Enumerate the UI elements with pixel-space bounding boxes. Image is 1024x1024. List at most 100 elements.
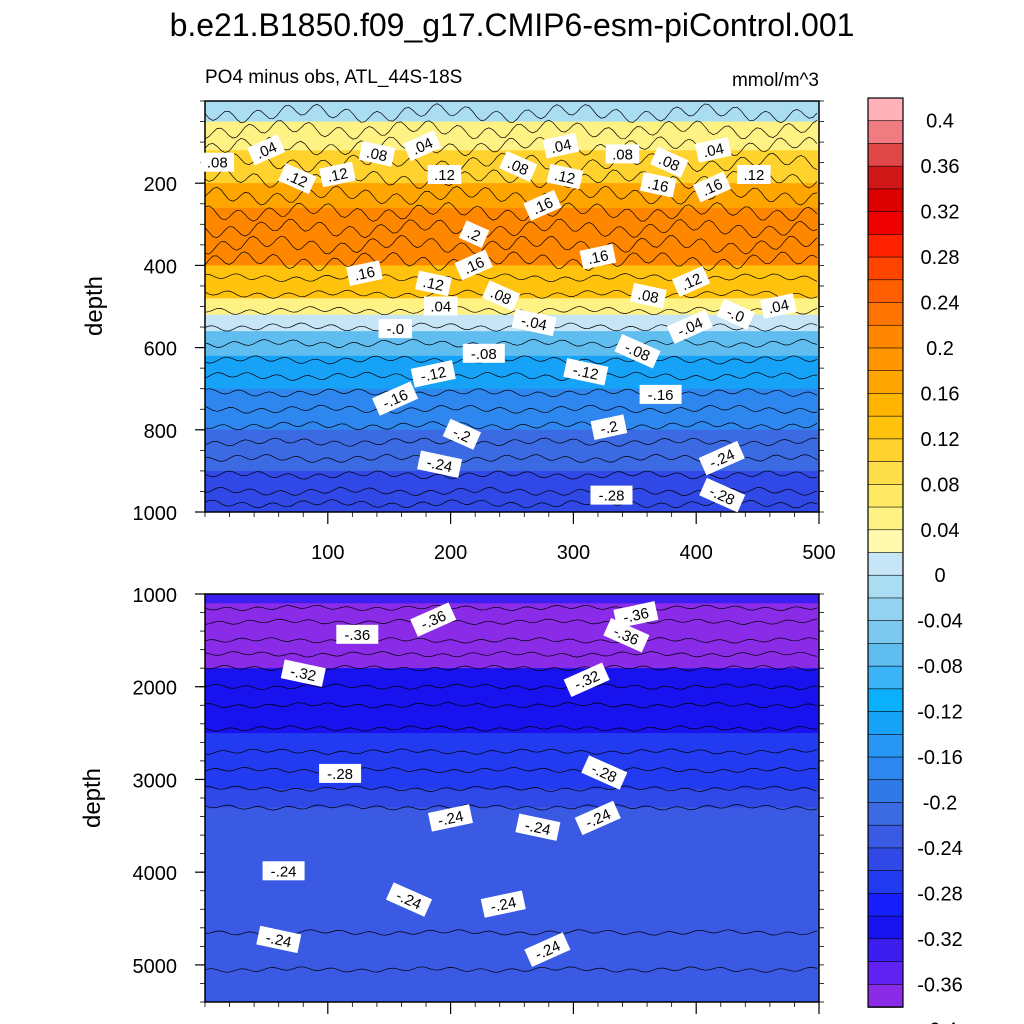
contour-fill-band xyxy=(205,788,819,809)
contour-line xyxy=(205,966,818,973)
contour-label-box xyxy=(614,334,661,369)
contour-label-box xyxy=(458,220,490,248)
contour-label-box xyxy=(410,360,456,388)
colorbar-swatch xyxy=(867,188,904,213)
colorbar-swatch xyxy=(867,756,904,781)
contour-label: .12 xyxy=(427,165,462,184)
contour-label: .12 xyxy=(319,161,356,188)
contour-label: -.24 xyxy=(515,813,561,841)
colorbar-label: -0.2 xyxy=(923,792,957,814)
contour-label-box xyxy=(415,270,452,297)
contour-label: -.16 xyxy=(639,384,682,404)
contour-label-box xyxy=(546,163,584,190)
contour-label-box xyxy=(639,384,682,404)
contour-line xyxy=(205,355,818,365)
contour-label: -.24 xyxy=(256,925,302,954)
colorbar-swatch xyxy=(867,165,904,190)
colorbar-label: -0.04 xyxy=(917,611,963,633)
x-tick-label: 300 xyxy=(557,542,590,564)
contour-label-box xyxy=(372,381,419,416)
colorbar-swatch xyxy=(867,552,904,577)
colorbar-label: 0 xyxy=(934,565,945,587)
contour-label-box xyxy=(454,249,493,281)
upper-subtitle-right: mmol/m^3 xyxy=(732,70,819,91)
colorbar-swatch xyxy=(867,143,904,167)
colorbar-label: -0.16 xyxy=(917,747,963,769)
contour-fill-band xyxy=(205,207,819,267)
contour-label-box xyxy=(480,890,526,918)
contour-line xyxy=(205,404,818,414)
contour-label-text: -.24 xyxy=(489,894,518,916)
contour-line xyxy=(205,235,818,255)
contour-label-text: .08 xyxy=(636,286,660,307)
contour-label: -.36 xyxy=(410,602,457,637)
contour-line xyxy=(205,637,818,644)
contour-line xyxy=(205,618,818,625)
contour-label: .08 xyxy=(605,144,640,164)
contour-label-text: -.24 xyxy=(425,454,454,476)
contour-label-text: .08 xyxy=(207,155,228,172)
contour-line xyxy=(205,785,818,792)
contour-label-box xyxy=(603,618,650,653)
y-tick-label: 1000 xyxy=(133,585,178,607)
contour-label: -.24 xyxy=(262,861,305,881)
y-tick-label: 1000 xyxy=(133,503,178,525)
colorbar-swatch xyxy=(867,302,904,327)
contour-label-box xyxy=(417,450,463,478)
colorbar-swatch xyxy=(867,915,904,940)
colorbar-label: 0.08 xyxy=(921,474,960,496)
contour-line xyxy=(205,437,818,447)
contour-label-box xyxy=(699,477,746,513)
contour-label-box xyxy=(523,189,562,221)
colorbar-swatch xyxy=(867,779,904,804)
contour-line xyxy=(205,103,818,124)
contour-fill-band xyxy=(205,603,819,670)
contour-label-text: -.08 xyxy=(471,346,497,363)
colorbar-swatch xyxy=(867,574,904,599)
contour-label-text: -.12 xyxy=(419,364,448,386)
contour-label-box xyxy=(427,804,474,832)
y-tick-label: 4000 xyxy=(133,863,178,885)
contour-label-text: -.24 xyxy=(271,863,297,880)
colorbar-label: -0.4 xyxy=(923,1020,957,1024)
colorbar-swatch xyxy=(867,870,904,895)
contour-label: -.12 xyxy=(563,358,609,386)
colorbar-swatch xyxy=(867,938,904,963)
contour-label-text: .08 xyxy=(365,144,389,165)
colorbar-label: 0.04 xyxy=(921,520,960,542)
y-tick-label: 2000 xyxy=(133,678,178,700)
contour-label-box xyxy=(563,662,610,697)
contour-label-box xyxy=(262,861,305,881)
contour-label-text: .16 xyxy=(353,264,377,285)
contour-label-text: -.28 xyxy=(327,766,353,783)
upper-plot-area xyxy=(205,101,819,512)
contour-label-box xyxy=(385,882,433,917)
contour-label-box xyxy=(590,485,633,505)
contour-label-text: .04 xyxy=(549,136,573,157)
y-tick-label: 800 xyxy=(144,421,177,443)
contour-fill-band xyxy=(205,733,819,790)
contour-fill-band xyxy=(205,388,819,431)
contour-label-text: -.12 xyxy=(571,362,600,384)
contour-fill-band xyxy=(205,101,819,123)
contour-line xyxy=(205,273,818,283)
lower-y-axis-label: depth xyxy=(79,768,106,828)
contour-label-box xyxy=(336,624,379,644)
contour-line xyxy=(205,421,818,431)
colorbar-label: -0.08 xyxy=(917,656,963,678)
y-tick-label: 400 xyxy=(144,256,177,278)
lower-axes: 1000 2000 3000 4000 5000 xyxy=(133,585,824,1014)
contour-label-box xyxy=(515,813,561,841)
contour-label-box xyxy=(590,414,628,440)
y-tick-label: 3000 xyxy=(133,770,178,792)
contour-line xyxy=(205,251,818,271)
contour-label-text: .04 xyxy=(430,299,451,316)
colorbar-swatch xyxy=(867,438,904,463)
contour-label-box xyxy=(694,137,732,163)
contour-line xyxy=(205,651,818,658)
colorbar-label: -0.36 xyxy=(917,974,963,996)
contour-label: -.36 xyxy=(336,624,379,644)
contour-label-box xyxy=(511,308,557,337)
colorbar-frame xyxy=(867,97,904,1008)
contour-label-text: .16 xyxy=(586,247,610,268)
